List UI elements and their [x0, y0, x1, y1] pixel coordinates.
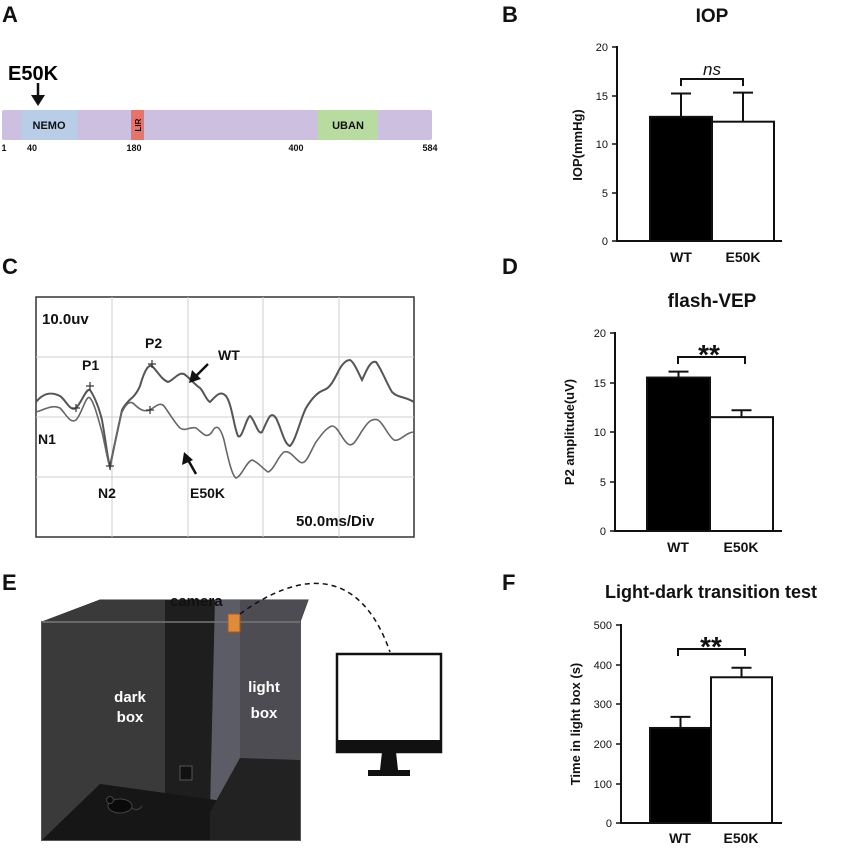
panel-b-letter: B	[502, 2, 518, 27]
chart-d-sig-bracket	[677, 356, 746, 364]
domain-lir-label: LIR	[134, 118, 143, 131]
chart-f-sig-label: **	[700, 631, 722, 662]
chart-d-bars	[646, 370, 774, 532]
chart-d-ytick: 20	[594, 328, 606, 340]
monitor-icon	[335, 652, 443, 776]
chart-b-error-bar	[733, 91, 753, 122]
panel-a: A E50K NEMO LIR UBAN 1 40 180 400 584	[1, 2, 437, 153]
light-dark-box	[41, 599, 309, 841]
chart-d-error-bar	[731, 409, 752, 418]
mouse-icon	[106, 796, 143, 814]
chart-d-ytick: 10	[594, 427, 606, 439]
chart-d-ytick: 15	[594, 378, 606, 390]
vep-scale-label: 10.0uv	[42, 311, 89, 328]
camera-label: camera	[170, 593, 223, 610]
domain-uban	[318, 110, 378, 140]
mutation-label: E50K	[8, 63, 59, 85]
chart-d-xlabel-e50k: E50K	[723, 539, 758, 555]
panel-b: B IOP IOP(mmHg) 0 5 10 15 20 WT E50K ns	[502, 2, 782, 265]
vep-label-e50k: E50K	[190, 485, 225, 501]
dark-box-label-line1: dark	[114, 689, 146, 706]
domain-uban-label: UBAN	[332, 120, 364, 132]
panel-e-letter: E	[2, 570, 17, 595]
panel-a-letter: A	[2, 2, 18, 27]
chart-f-ytick: 200	[594, 739, 612, 751]
chart-f-xlabel-wt: WT	[669, 830, 691, 846]
chart-f-bar-wt	[649, 726, 712, 825]
chart-f-error-bar	[670, 715, 691, 728]
mutation-arrow	[31, 83, 45, 106]
vep-arrow-e50k	[182, 452, 198, 475]
chart-f-xlabel-e50k: E50K	[723, 830, 758, 846]
panel-d-letter: D	[502, 254, 518, 279]
vep-time-label: 50.0ms/Div	[296, 513, 375, 530]
vep-trace-e50k	[35, 396, 415, 479]
chart-f-ytick: 0	[606, 818, 612, 830]
chart-d-bar-wt	[646, 376, 711, 532]
vep-peak-markers	[72, 360, 156, 470]
chart-b-ytick: 5	[602, 188, 608, 200]
chart-b-ytick: 20	[596, 42, 608, 54]
domain-lir	[131, 110, 144, 140]
position-400: 400	[288, 143, 303, 153]
chart-b-sig-bracket	[680, 78, 744, 86]
chart-d-title: flash-VEP	[668, 291, 757, 312]
vep-grid	[36, 297, 414, 537]
chart-f-bar-e50k	[710, 676, 773, 824]
chart-f-ytick: 100	[594, 779, 612, 791]
chart-b-bar-e50k	[711, 120, 775, 242]
chart-f-error-bar	[731, 666, 752, 678]
chart-b-ytick: 10	[596, 139, 608, 151]
chart-b-xlabel-wt: WT	[670, 249, 692, 265]
position-584: 584	[422, 143, 437, 153]
chart-b-bar-wt	[649, 115, 713, 242]
panel-f: F Light-dark transition test Time in lig…	[502, 570, 817, 846]
chart-f-title: Light-dark transition test	[605, 582, 817, 602]
chart-b-title: IOP	[696, 6, 729, 27]
chart-b-ytick: 0	[602, 236, 608, 248]
chart-b-ytick: 15	[596, 91, 608, 103]
position-180: 180	[126, 143, 141, 153]
chart-b-error-bar	[671, 92, 691, 117]
position-40: 40	[27, 143, 37, 153]
chart-d-sig-label: **	[698, 339, 720, 370]
chart-f-ytick: 300	[594, 699, 612, 711]
chart-f-ylabel: Time in light box (s)	[568, 663, 583, 786]
domain-nemo	[22, 110, 77, 140]
panel-d: D flash-VEP P2 amplitude(uV) 0 5 10 15 2…	[502, 254, 782, 555]
vep-arrow-wt	[189, 363, 209, 383]
chart-f-ytick: 500	[594, 620, 612, 632]
vep-label-wt: WT	[218, 347, 240, 363]
chart-d-ytick: 5	[600, 477, 606, 489]
vep-peak-n2: N2	[98, 485, 116, 501]
light-box-label-line1: light	[248, 679, 280, 696]
light-box-label-line2: box	[251, 705, 278, 722]
position-1: 1	[1, 143, 6, 153]
chart-f-ytick: 400	[594, 660, 612, 672]
chart-d-ytick: 0	[600, 526, 606, 538]
panel-e: E camera dark box light box	[2, 570, 443, 841]
domain-nemo-label: NEMO	[33, 120, 66, 132]
chart-f-sig-bracket	[677, 648, 746, 656]
panel-c-letter: C	[2, 254, 18, 279]
chart-b-ylabel: IOP(mmHg)	[570, 109, 585, 181]
vep-trace-wt	[35, 358, 415, 469]
chart-b-xlabel-e50k: E50K	[725, 249, 760, 265]
vep-peak-n1: N1	[38, 431, 56, 447]
dark-box-label-line2: box	[117, 709, 144, 726]
panel-f-letter: F	[502, 570, 515, 595]
camera-icon	[227, 613, 241, 633]
panel-c: C 10.0uv 50.0ms/Div P1 P2 N1 N2 WT E50K	[2, 254, 415, 538]
chart-d-bar-e50k	[709, 416, 774, 532]
chart-b-bars	[649, 91, 775, 242]
chart-b-sig-label: ns	[703, 60, 721, 79]
vep-peak-p2: P2	[145, 335, 162, 351]
chart-d-ylabel: P2 amplitude(uV)	[562, 379, 577, 485]
vep-peak-p1: P1	[82, 357, 99, 373]
chart-d-xlabel-wt: WT	[667, 539, 689, 555]
chart-f-bars	[649, 666, 773, 825]
camera-cable	[239, 582, 391, 653]
